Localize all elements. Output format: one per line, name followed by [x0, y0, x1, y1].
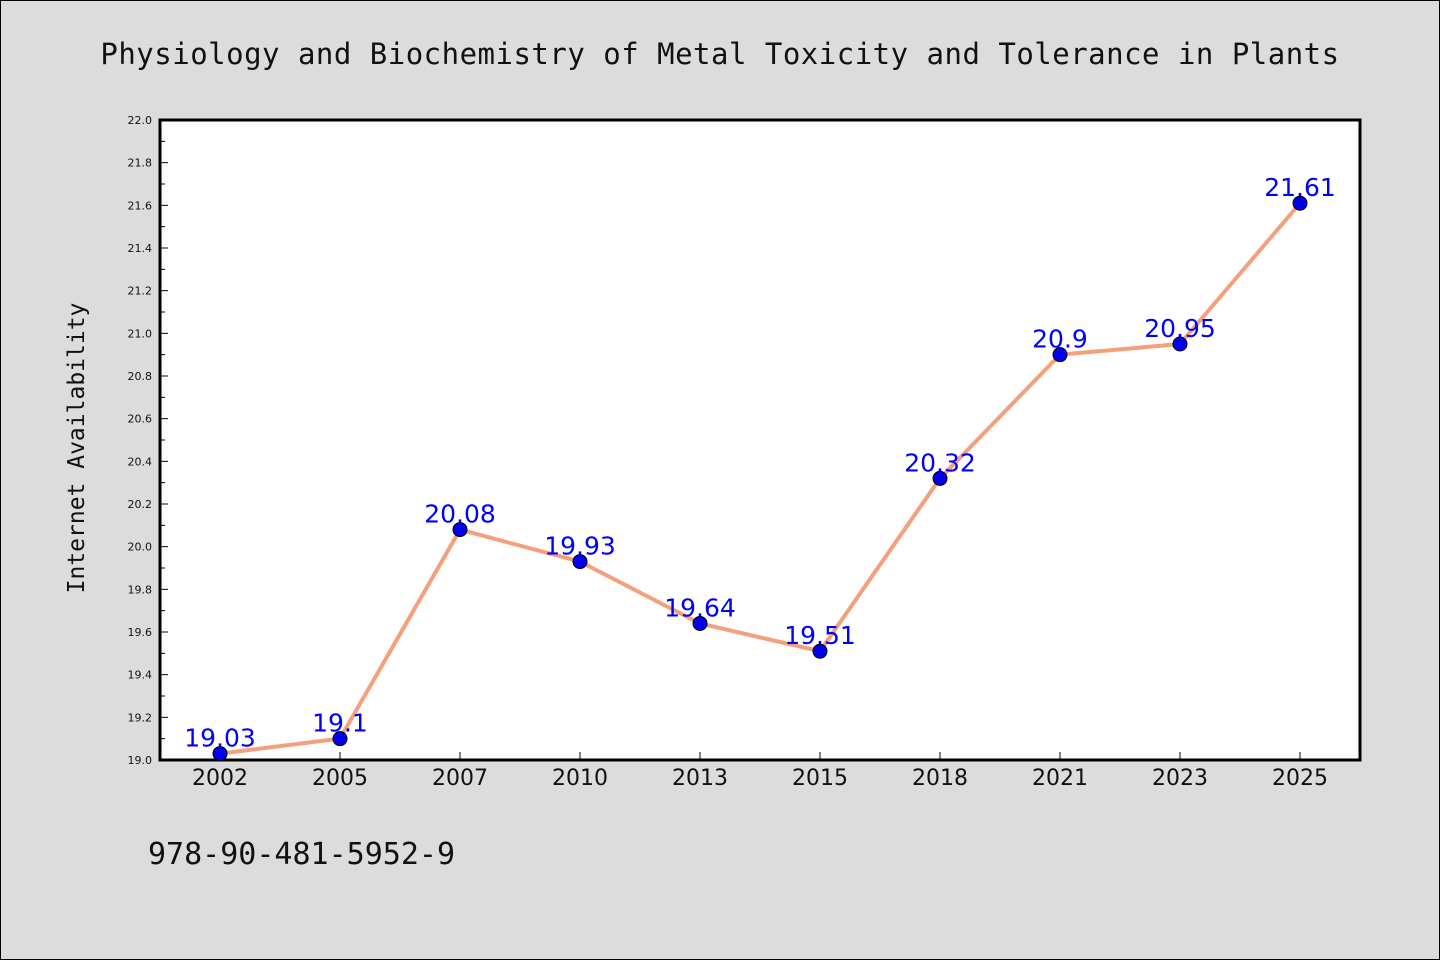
data-point	[452, 522, 468, 538]
data-label: 20.08	[424, 500, 496, 529]
x-tick-label: 2015	[792, 766, 848, 791]
data-points	[212, 195, 1308, 762]
data-labels: 19.03 19.1 20.08 19.93 19.64 19.51 20.32 20.9 20…	[184, 173, 1336, 752]
x-tick-label: 2007	[432, 766, 488, 791]
data-point	[332, 731, 348, 747]
x-tick-label: 2021	[1032, 766, 1088, 791]
data-label: 20.9	[1032, 325, 1088, 354]
data-point	[1292, 195, 1308, 211]
plot-area	[158, 118, 1362, 762]
y-tick-label: 20.8	[128, 370, 153, 383]
chart-title: Physiology and Biochemistry of Metal Tox…	[100, 37, 1339, 71]
data-point	[1172, 336, 1188, 352]
y-tick-label: 20.2	[128, 498, 153, 511]
data-label: 19.51	[784, 621, 856, 650]
y-tick-label: 19.4	[128, 669, 153, 682]
x-tick-label: 2018	[912, 766, 968, 791]
data-label: 19.93	[544, 532, 616, 561]
y-tick-label: 21.4	[128, 242, 153, 255]
data-label: 21.61	[1264, 173, 1336, 202]
y-tick-label: 20.6	[128, 413, 153, 426]
x-tick-label: 2010	[552, 766, 608, 791]
y-tick-label: 20.4	[128, 455, 153, 468]
x-tick-label: 2013	[672, 766, 728, 791]
data-label: 20.95	[1144, 314, 1216, 343]
x-tick-label: 2002	[192, 766, 248, 791]
series-line-group	[218, 201, 1302, 756]
isbn-caption: 978-90-481-5952-9	[148, 837, 455, 872]
data-label: 19.1	[312, 709, 368, 738]
data-point	[932, 470, 948, 486]
series-line	[218, 201, 1302, 756]
data-point	[212, 746, 228, 762]
y-tick-label: 19.0	[128, 754, 153, 767]
y-tick-label: 22.0	[128, 114, 153, 127]
data-label: 20.32	[904, 448, 976, 477]
x-axis-ticks: 2002 2005 2007 2010 2013 2015 2018 2021 2023 2025	[192, 752, 1328, 791]
y-tick-label: 19.2	[128, 711, 153, 724]
y-axis-label: Internet Availability	[64, 303, 90, 594]
y-tick-label: 19.8	[128, 583, 153, 596]
x-tick-label: 2005	[312, 766, 368, 791]
data-label: 19.64	[664, 593, 736, 622]
data-point	[1052, 347, 1068, 363]
data-point	[812, 643, 828, 659]
x-tick-label: 2023	[1152, 766, 1208, 791]
y-tick-label: 19.6	[128, 626, 153, 639]
y-tick-label: 21.2	[128, 285, 153, 298]
data-point	[572, 554, 588, 570]
y-axis-ticks: 19.0 19.2 19.4 19.6 19.8 20.0 20.2 20.4 20.6 20.8…	[128, 114, 168, 767]
y-tick-label: 21.6	[128, 199, 153, 212]
data-point	[692, 615, 708, 631]
data-label: 19.03	[184, 724, 256, 753]
y-tick-label: 21.0	[128, 327, 153, 340]
y-tick-label: 20.0	[128, 541, 153, 554]
y-tick-label: 21.8	[128, 157, 153, 170]
x-tick-label: 2025	[1272, 766, 1328, 791]
